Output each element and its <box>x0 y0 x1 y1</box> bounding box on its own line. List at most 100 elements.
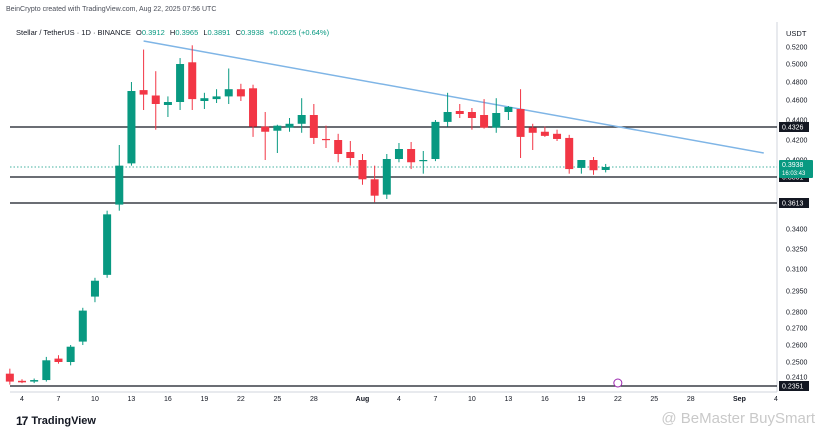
attribution-text: BeinCrypto created with TradingView.com,… <box>6 6 217 13</box>
x-tick-label: 13 <box>128 396 136 403</box>
candle-up <box>176 64 185 102</box>
candle-up <box>66 346 75 362</box>
x-tick-label: 4 <box>20 396 24 403</box>
candle-down <box>528 127 537 133</box>
candle-up <box>443 112 452 122</box>
last-price-label: 0.3938 <box>782 162 804 169</box>
tradingview-wordmark: TradingView <box>31 415 96 427</box>
candle-down <box>151 95 160 104</box>
candle-up <box>394 149 403 159</box>
x-tick-label: 16 <box>164 396 172 403</box>
y-tick-label: 0.3400 <box>786 227 808 234</box>
candle-down <box>261 126 270 132</box>
candle-up <box>42 360 51 381</box>
open-value: 0.3912 <box>141 28 165 37</box>
candle-up <box>212 96 221 100</box>
symbol-legend: Stellar / TetherUS · 1D · BINANCE O0.391… <box>16 28 329 37</box>
candle-down <box>236 89 245 97</box>
close-value: 0.3938 <box>241 28 264 37</box>
y-tick-label: 0.5000 <box>786 62 808 69</box>
symbol-name[interactable]: Stellar / TetherUS · 1D · BINANCE <box>16 28 131 37</box>
candle-up <box>285 123 294 128</box>
level-price-label: 0.4326 <box>782 125 804 132</box>
candle-up <box>115 165 124 205</box>
y-tick-label: 0.4800 <box>786 80 808 87</box>
low-value: 0.3891 <box>207 28 231 37</box>
x-tick-label: 19 <box>201 396 209 403</box>
tradingview-brand[interactable]: 17 TradingView <box>16 414 96 428</box>
candle-down <box>589 160 598 171</box>
x-tick-label: 28 <box>310 396 318 403</box>
event-marker-icon <box>613 378 623 388</box>
candle-down <box>358 160 367 180</box>
change-value: +0.0025 (+0.64%) <box>269 28 330 37</box>
last-price-tag <box>779 160 813 178</box>
x-tick-label: 16 <box>541 396 549 403</box>
candle-up <box>273 125 282 131</box>
x-tick-label: 10 <box>468 396 476 403</box>
y-tick-label: 0.2700 <box>786 326 808 333</box>
y-tick-label: 0.4600 <box>786 98 808 105</box>
x-tick-label: 25 <box>650 396 658 403</box>
watermark-text: @ BeMaster BuySmart <box>661 410 815 427</box>
y-tick-label: 0.2500 <box>786 360 808 367</box>
y-tick-label: 0.5200 <box>786 45 808 52</box>
candle-up <box>431 121 440 159</box>
x-tick-label: Aug <box>356 396 370 403</box>
x-tick-label: 4 <box>397 396 401 403</box>
y-tick-label: 0.2800 <box>786 310 808 317</box>
currency-label: USDT <box>786 29 807 38</box>
y-tick-label: 0.4200 <box>786 138 808 145</box>
x-tick-label: 10 <box>91 396 99 403</box>
y-tick-label: 0.3100 <box>786 267 808 274</box>
candle-up <box>419 160 428 162</box>
candle-up <box>30 380 39 382</box>
candle-down <box>54 358 63 362</box>
candle-up <box>163 102 172 105</box>
candle-up <box>103 214 112 275</box>
candle-down <box>139 90 148 95</box>
candle-up <box>601 167 610 170</box>
y-tick-label: 0.2950 <box>786 289 808 296</box>
level-price-tag <box>779 198 809 208</box>
y-tick-label: 0.4400 <box>786 118 808 125</box>
x-tick-label: 22 <box>614 396 622 403</box>
candle-down <box>540 131 549 136</box>
x-tick-label: 25 <box>273 396 281 403</box>
candle-up <box>492 113 501 128</box>
candle-down <box>18 380 26 383</box>
open-label: O <box>136 28 142 37</box>
x-tick-label: Sep <box>733 396 746 403</box>
low-label: L <box>203 28 208 37</box>
x-tick-label: 22 <box>237 396 245 403</box>
candle-down <box>516 109 525 137</box>
level-price-tag <box>779 122 809 132</box>
x-tick-label: 28 <box>687 396 695 403</box>
descending-trendline <box>143 40 764 154</box>
close-label: C <box>235 28 241 37</box>
high-label: H <box>169 28 176 37</box>
y-tick-label: 0.3250 <box>786 247 808 254</box>
y-tick-label: 0.2600 <box>786 343 808 350</box>
candle-up <box>200 98 209 101</box>
y-tick-label: 0.2410 <box>786 375 808 382</box>
candle-down <box>5 373 14 382</box>
x-tick-label: 4 <box>774 396 778 403</box>
x-tick-label: 7 <box>433 396 437 403</box>
x-tick-label: 19 <box>577 396 585 403</box>
candle-down <box>322 138 330 141</box>
bar-countdown-label: 16:03:43 <box>782 171 806 177</box>
candle-up <box>127 91 136 164</box>
candle-down <box>188 62 197 100</box>
candle-down <box>370 179 379 196</box>
candle-up <box>504 107 513 112</box>
candle-up <box>224 89 233 97</box>
candle-down <box>346 152 355 158</box>
candle-down <box>565 137 574 170</box>
candle-down <box>455 111 464 114</box>
candle-up <box>297 115 306 124</box>
tradingview-logo-icon: 17 <box>16 414 28 428</box>
high-value: 0.3965 <box>175 28 199 37</box>
candle-down <box>407 149 416 163</box>
